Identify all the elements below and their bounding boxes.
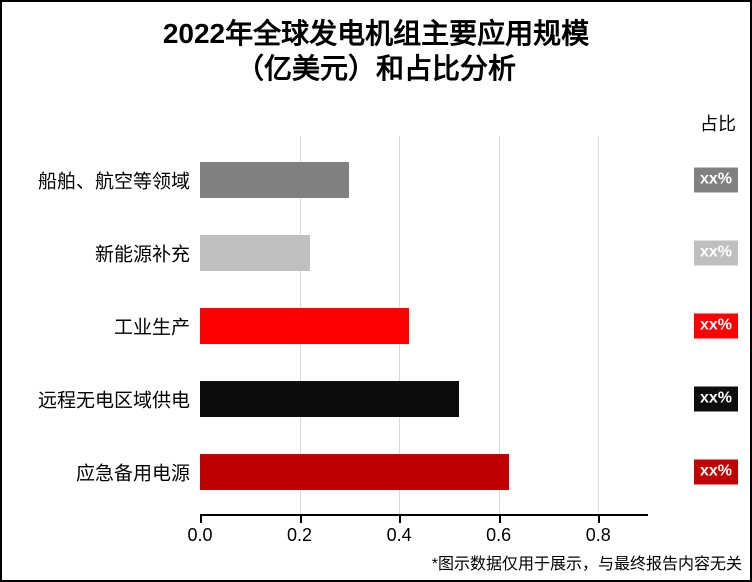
bar-row: 船舶、航空等领域xx% (200, 162, 648, 198)
category-label: 工业生产 (114, 313, 200, 340)
percent-badge: xx% (694, 460, 738, 485)
category-label: 应急备用电源 (76, 459, 200, 486)
bar-row: 应急备用电源xx% (200, 454, 648, 490)
x-tick-label: 0.4 (387, 525, 412, 546)
bar-row: 新能源补充xx% (200, 235, 648, 271)
percent-badge: xx% (694, 387, 738, 412)
x-tick (499, 516, 501, 523)
category-label: 远程无电区域供电 (38, 386, 200, 413)
bar-row: 工业生产xx% (200, 308, 648, 344)
category-label: 船舶、航空等领域 (38, 167, 200, 194)
x-tick (200, 516, 202, 523)
category-label: 新能源补充 (95, 240, 200, 267)
x-tick-label: 0.6 (486, 525, 511, 546)
percent-badge: xx% (694, 241, 738, 266)
footnote: *图示数据仅用于展示，与最终报告内容无关 (432, 550, 742, 574)
x-tick (399, 516, 401, 523)
title-line-2: （亿美元）和占比分析 (2, 51, 750, 86)
x-axis (200, 514, 648, 516)
x-tick (598, 516, 600, 523)
bar-row: 远程无电区域供电xx% (200, 381, 648, 417)
plot-area: 0.00.20.40.60.8船舶、航空等领域xx%新能源补充xx%工业生产xx… (200, 136, 648, 516)
bar (200, 162, 349, 198)
title-line-1: 2022年全球发电机组主要应用规模 (2, 16, 750, 51)
percent-column-header: 占比 (700, 110, 736, 136)
bar (200, 235, 310, 271)
bar (200, 381, 459, 417)
x-tick-label: 0.0 (187, 525, 212, 546)
percent-badge: xx% (694, 168, 738, 193)
x-tick-label: 0.8 (586, 525, 611, 546)
chart-title: 2022年全球发电机组主要应用规模 （亿美元）和占比分析 (2, 2, 750, 86)
bar (200, 454, 509, 490)
percent-badge: xx% (694, 314, 738, 339)
bar (200, 308, 409, 344)
bar-chart: 0.00.20.40.60.8船舶、航空等领域xx%新能源补充xx%工业生产xx… (200, 136, 648, 516)
x-tick-label: 0.2 (287, 525, 312, 546)
x-tick (300, 516, 302, 523)
